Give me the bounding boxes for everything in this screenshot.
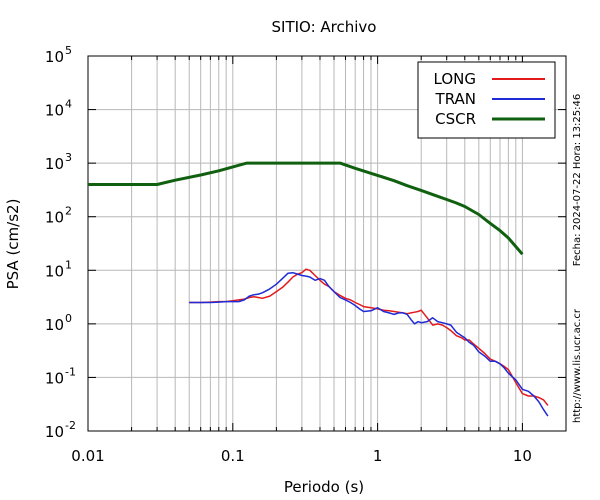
- y-tick-base: 10: [45, 102, 64, 120]
- y-tick-label: 10: [45, 423, 64, 441]
- source-url-label: http://www.lis.ucr.ac.cr: [572, 308, 583, 423]
- x-tick-label: 1: [373, 447, 383, 465]
- plot-frame: [87, 55, 567, 432]
- y-tick-label: 10: [45, 102, 64, 120]
- y-tick-exponent: 1: [65, 258, 72, 271]
- y-tick-label: 10: [45, 48, 64, 66]
- y-tick-exponent: -1: [65, 365, 76, 378]
- legend-label-cscr: CSCR: [435, 110, 476, 128]
- y-tick-label: 10: [45, 262, 64, 280]
- y-tick-exponent: 0: [65, 312, 72, 325]
- y-tick-base: 10: [45, 316, 64, 334]
- y-tick-base: 10: [45, 262, 64, 280]
- legend-label-tran: TRAN: [435, 90, 476, 108]
- grid: [87, 55, 567, 432]
- y-axis-label: PSA (cm/s2): [4, 199, 22, 290]
- y-tick-base: 10: [45, 209, 64, 227]
- series-line-long: [189, 268, 549, 406]
- y-tick-exponent: -2: [65, 419, 76, 432]
- legend-label-long: LONG: [434, 70, 476, 88]
- series-lines: [88, 161, 549, 417]
- chart-title: SITIO: Archivo: [272, 18, 377, 36]
- y-tick-label: 10: [45, 369, 64, 387]
- x-tick-label: 0.01: [71, 447, 104, 465]
- y-tick-exponent: 2: [65, 205, 72, 218]
- y-tick-exponent: 3: [65, 151, 72, 164]
- y-tick-exponent: 5: [65, 44, 72, 57]
- y-tick-base: 10: [45, 369, 64, 387]
- x-axis-label: Periodo (s): [284, 478, 364, 496]
- y-tick-label: 10: [45, 316, 64, 334]
- x-tick-label: 10: [513, 447, 532, 465]
- axis-ticks: [87, 55, 567, 432]
- legend: LONG TRAN CSCR: [417, 61, 556, 139]
- series-line-cscr: [88, 161, 524, 256]
- x-tick-label: 0.1: [221, 447, 245, 465]
- y-tick-base: 10: [45, 423, 64, 441]
- y-tick-label: 10: [45, 209, 64, 227]
- x-tick-labels: 0.01 0.1 1 10: [71, 447, 532, 465]
- y-tick-base: 10: [45, 155, 64, 173]
- y-tick-label: 10: [45, 155, 64, 173]
- timestamp-label: Fecha: 2024-07-22 Hora: 13:25:46: [572, 94, 583, 267]
- series-line-tran: [189, 271, 549, 417]
- legend-box: [417, 61, 556, 139]
- y-tick-exponent: 4: [65, 98, 72, 111]
- y-tick-base: 10: [45, 48, 64, 66]
